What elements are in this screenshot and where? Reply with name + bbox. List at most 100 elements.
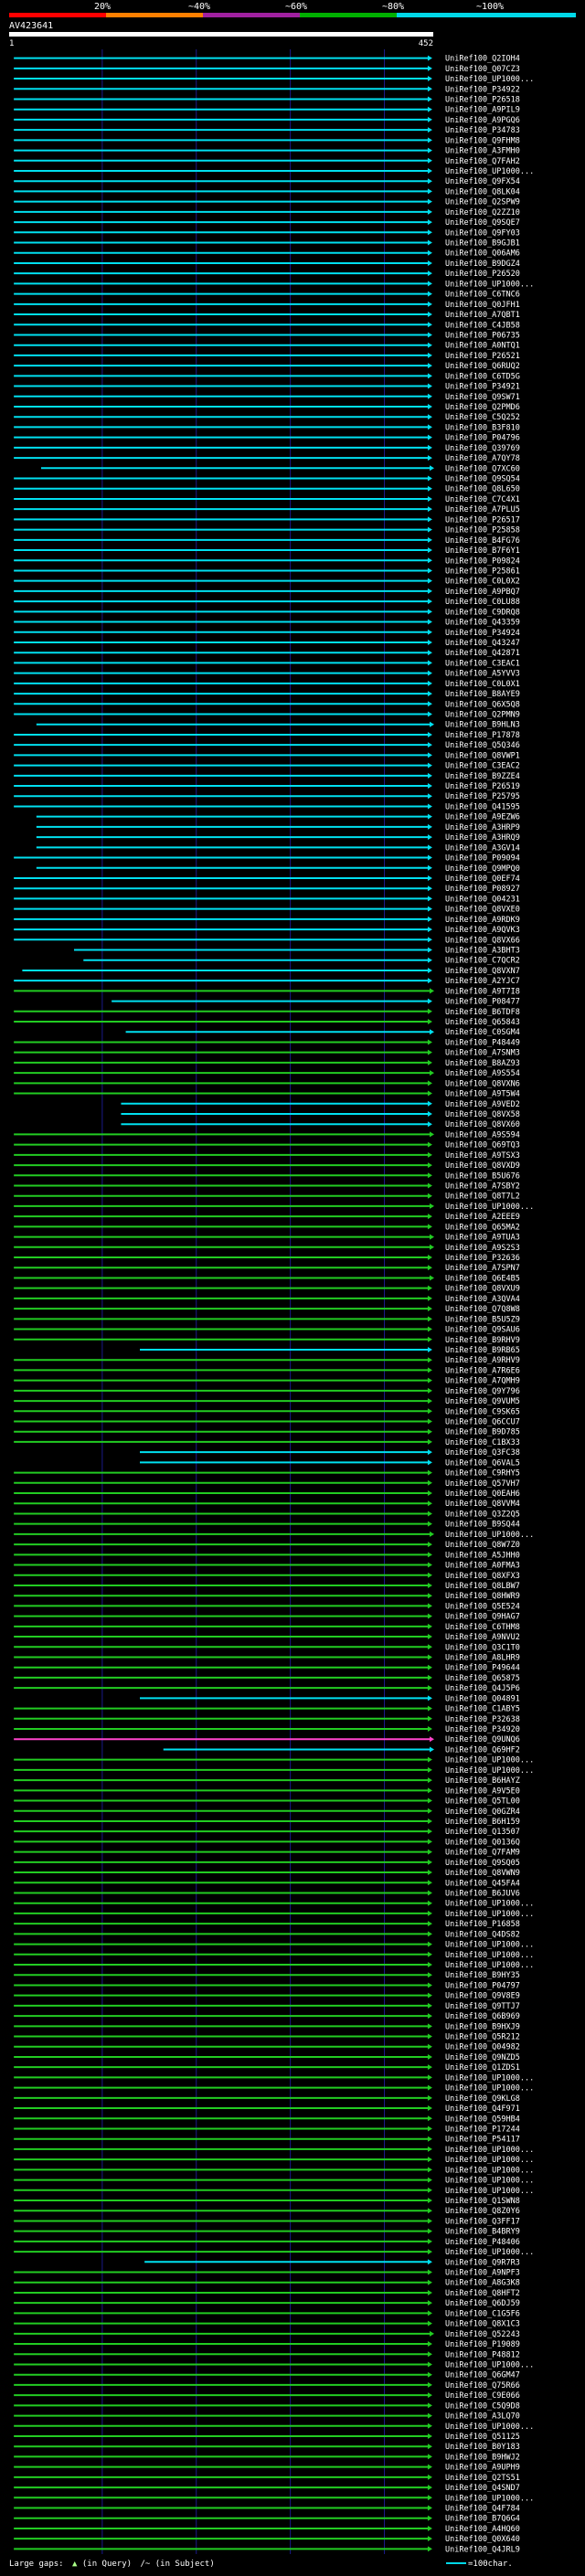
hit-id[interactable]: UniRef100_Q57VH7 (445, 1479, 520, 1489)
hit-id[interactable]: UniRef100_P49644 (445, 1664, 520, 1673)
hit-id[interactable]: UniRef100_C5Q252 (445, 413, 520, 422)
hit-id[interactable]: UniRef100_Q6DJ59 (445, 2299, 520, 2308)
hit-row[interactable]: UniRef100_C1BX33 (14, 1438, 520, 1447)
hit-id[interactable]: UniRef100_A0NTQ1 (445, 342, 520, 351)
hit-row[interactable]: UniRef100_P26521 (14, 352, 520, 361)
hit-row[interactable]: UniRef100_Q7XC60 (40, 464, 520, 473)
hit-id[interactable]: UniRef100_A9V5E0 (445, 1786, 520, 1796)
hit-id[interactable]: UniRef100_C9E066 (445, 2391, 520, 2401)
hit-id[interactable]: UniRef100_Q8VXE0 (445, 906, 520, 915)
hit-id[interactable]: UniRef100_A9S2S3 (445, 1244, 520, 1253)
hit-row[interactable]: UniRef100_A5JHH0 (14, 1551, 520, 1560)
hit-row[interactable]: UniRef100_P08477 (112, 998, 520, 1007)
hit-row[interactable]: UniRef100_Q9SW71 (14, 393, 520, 402)
hit-id[interactable]: UniRef100_Q8VWN9 (445, 1869, 520, 1878)
hit-row[interactable]: UniRef100_B9RB65 (140, 1346, 520, 1355)
hit-row[interactable]: UniRef100_Q1SWN8 (14, 2197, 520, 2206)
hit-row[interactable]: UniRef100_Q8VX58 (121, 1110, 520, 1119)
hit-row[interactable]: UniRef100_Q9SQ05 (14, 1859, 520, 1868)
hit-row[interactable]: UniRef100_A0FMA3 (14, 1562, 520, 1571)
hit-row[interactable]: UniRef100_Q5R212 (14, 2033, 520, 2042)
hit-row[interactable]: UniRef100_B9HY35 (14, 1971, 520, 1980)
hit-id[interactable]: UniRef100_Q4DS82 (445, 1930, 520, 1939)
hit-row[interactable]: UniRef100_Q1ZDS1 (14, 2063, 520, 2072)
hit-row[interactable]: UniRef100_Q06AM6 (14, 249, 520, 259)
hit-id[interactable]: UniRef100_A3BHT3 (445, 947, 520, 956)
hit-row[interactable]: UniRef100_A9PGQ6 (14, 116, 520, 125)
hit-id[interactable]: UniRef100_P17878 (445, 731, 520, 740)
hit-id[interactable]: UniRef100_Q9SQ54 (445, 475, 520, 484)
hit-id[interactable]: UniRef100_A3HRP9 (445, 823, 520, 832)
hit-id[interactable]: UniRef100_A7R6E6 (445, 1366, 520, 1375)
hit-row[interactable]: UniRef100_B8AZ93 (14, 1059, 520, 1068)
hit-id[interactable]: UniRef100_Q6X5Q8 (445, 700, 520, 709)
hit-id[interactable]: UniRef100_A7SPN7 (445, 1264, 520, 1273)
hit-row[interactable]: UniRef100_Q42871 (14, 649, 520, 658)
hit-id[interactable]: UniRef100_C9RHY5 (445, 1469, 520, 1479)
hit-id[interactable]: UniRef100_Q9V8E9 (445, 1992, 520, 2001)
hit-id[interactable]: UniRef100_A9EZW6 (445, 813, 520, 822)
hit-row[interactable]: UniRef100_Q4DS82 (14, 1930, 520, 1939)
hit-row[interactable]: UniRef100_Q13507 (14, 1828, 520, 1837)
hit-id[interactable]: UniRef100_Q3FC38 (445, 1448, 520, 1458)
hit-row[interactable]: UniRef100_Q3FF17 (14, 2217, 520, 2226)
hit-id[interactable]: UniRef100_UP1000... (445, 2248, 534, 2257)
hit-id[interactable]: UniRef100_A3GV14 (445, 843, 520, 853)
hit-row[interactable]: UniRef100_Q9KLG8 (14, 2094, 520, 2104)
hit-row[interactable]: UniRef100_Q9R7R3 (144, 2258, 520, 2267)
hit-id[interactable]: UniRef100_Q8VXN7 (445, 967, 520, 976)
hit-id[interactable]: UniRef100_A9RDK9 (445, 916, 520, 925)
hit-row[interactable]: UniRef100_Q43359 (14, 619, 520, 628)
hit-id[interactable]: UniRef100_A3QVA4 (445, 1295, 520, 1304)
hit-id[interactable]: UniRef100_Q9FHM8 (445, 136, 520, 145)
hit-row[interactable]: UniRef100_Q5TL00 (14, 1797, 520, 1807)
hit-id[interactable]: UniRef100_Q0136Q (445, 1838, 520, 1847)
hit-id[interactable]: UniRef100_A0FMA3 (445, 1562, 520, 1571)
hit-id[interactable]: UniRef100_Q51125 (445, 2433, 520, 2442)
hit-row[interactable]: UniRef100_B9HXJ9 (14, 2022, 520, 2031)
hit-row[interactable]: UniRef100_C3EAC2 (14, 762, 520, 771)
hit-row[interactable]: UniRef100_A3GV14 (36, 843, 520, 853)
hit-id[interactable]: UniRef100_A9RHV9 (445, 1356, 520, 1365)
hit-row[interactable]: UniRef100_P49644 (14, 1664, 520, 1673)
hit-id[interactable]: UniRef100_B6HAYZ (445, 1776, 520, 1786)
hit-row[interactable]: UniRef100_A7SNM3 (14, 1049, 520, 1058)
hit-row[interactable]: UniRef100_UP1000... (14, 2073, 534, 2083)
hit-row[interactable]: UniRef100_A3FMH0 (14, 147, 520, 156)
hit-id[interactable]: UniRef100_Q5TL00 (445, 1797, 520, 1807)
hit-row[interactable]: UniRef100_Q65875 (14, 1674, 520, 1683)
hit-row[interactable]: UniRef100_UP1000... (14, 1756, 534, 1765)
hit-id[interactable]: UniRef100_UP1000... (445, 1756, 534, 1765)
hit-row[interactable]: UniRef100_C9RHY5 (14, 1469, 520, 1479)
hit-row[interactable]: UniRef100_Q9FX54 (14, 177, 520, 186)
hit-id[interactable]: UniRef100_UP1000... (445, 1900, 534, 1909)
hit-row[interactable]: UniRef100_Q07CZ3 (14, 65, 520, 74)
hit-row[interactable]: UniRef100_C3EAC1 (14, 659, 520, 668)
hit-id[interactable]: UniRef100_C0L0X1 (445, 680, 520, 689)
hit-id[interactable]: UniRef100_Q6B969 (445, 2012, 520, 2021)
hit-id[interactable]: UniRef100_P48812 (445, 2350, 520, 2359)
hit-id[interactable]: UniRef100_Q13507 (445, 1828, 520, 1837)
hit-id[interactable]: UniRef100_Q9SQ05 (445, 1859, 520, 1868)
hit-id[interactable]: UniRef100_P25795 (445, 792, 520, 801)
hit-id[interactable]: UniRef100_Q9TTJ7 (445, 2002, 520, 2011)
hit-row[interactable]: UniRef100_Q8L650 (14, 485, 520, 494)
hit-id[interactable]: UniRef100_UP1000... (445, 1951, 534, 1960)
hit-id[interactable]: UniRef100_P08927 (445, 885, 520, 894)
hit-row[interactable]: UniRef100_Q2ZZ10 (14, 208, 520, 217)
hit-row[interactable]: UniRef100_UP1000... (14, 2360, 534, 2369)
hit-row[interactable]: UniRef100_Q9TTJ7 (14, 2002, 520, 2011)
hit-id[interactable]: UniRef100_A9QVK3 (445, 926, 520, 935)
hit-id[interactable]: UniRef100_C3EAC1 (445, 659, 520, 668)
hit-id[interactable]: UniRef100_C1ABY5 (445, 1705, 520, 1714)
hit-row[interactable]: UniRef100_A9TUA3 (14, 1234, 520, 1243)
hit-row[interactable]: UniRef100_Q6GM47 (14, 2371, 520, 2380)
hit-id[interactable]: UniRef100_Q65875 (445, 1674, 520, 1683)
hit-row[interactable]: UniRef100_Q4SND7 (14, 2484, 520, 2493)
hit-id[interactable]: UniRef100_Q5R212 (445, 2033, 520, 2042)
hit-id[interactable]: UniRef100_A3HRQ9 (445, 833, 520, 843)
hit-row[interactable]: UniRef100_Q6E4B5 (14, 1274, 520, 1283)
hit-row[interactable]: UniRef100_A2YJC7 (14, 977, 520, 986)
hit-id[interactable]: UniRef100_C3EAC2 (445, 762, 520, 771)
hit-id[interactable]: UniRef100_Q9SQE7 (445, 218, 520, 228)
